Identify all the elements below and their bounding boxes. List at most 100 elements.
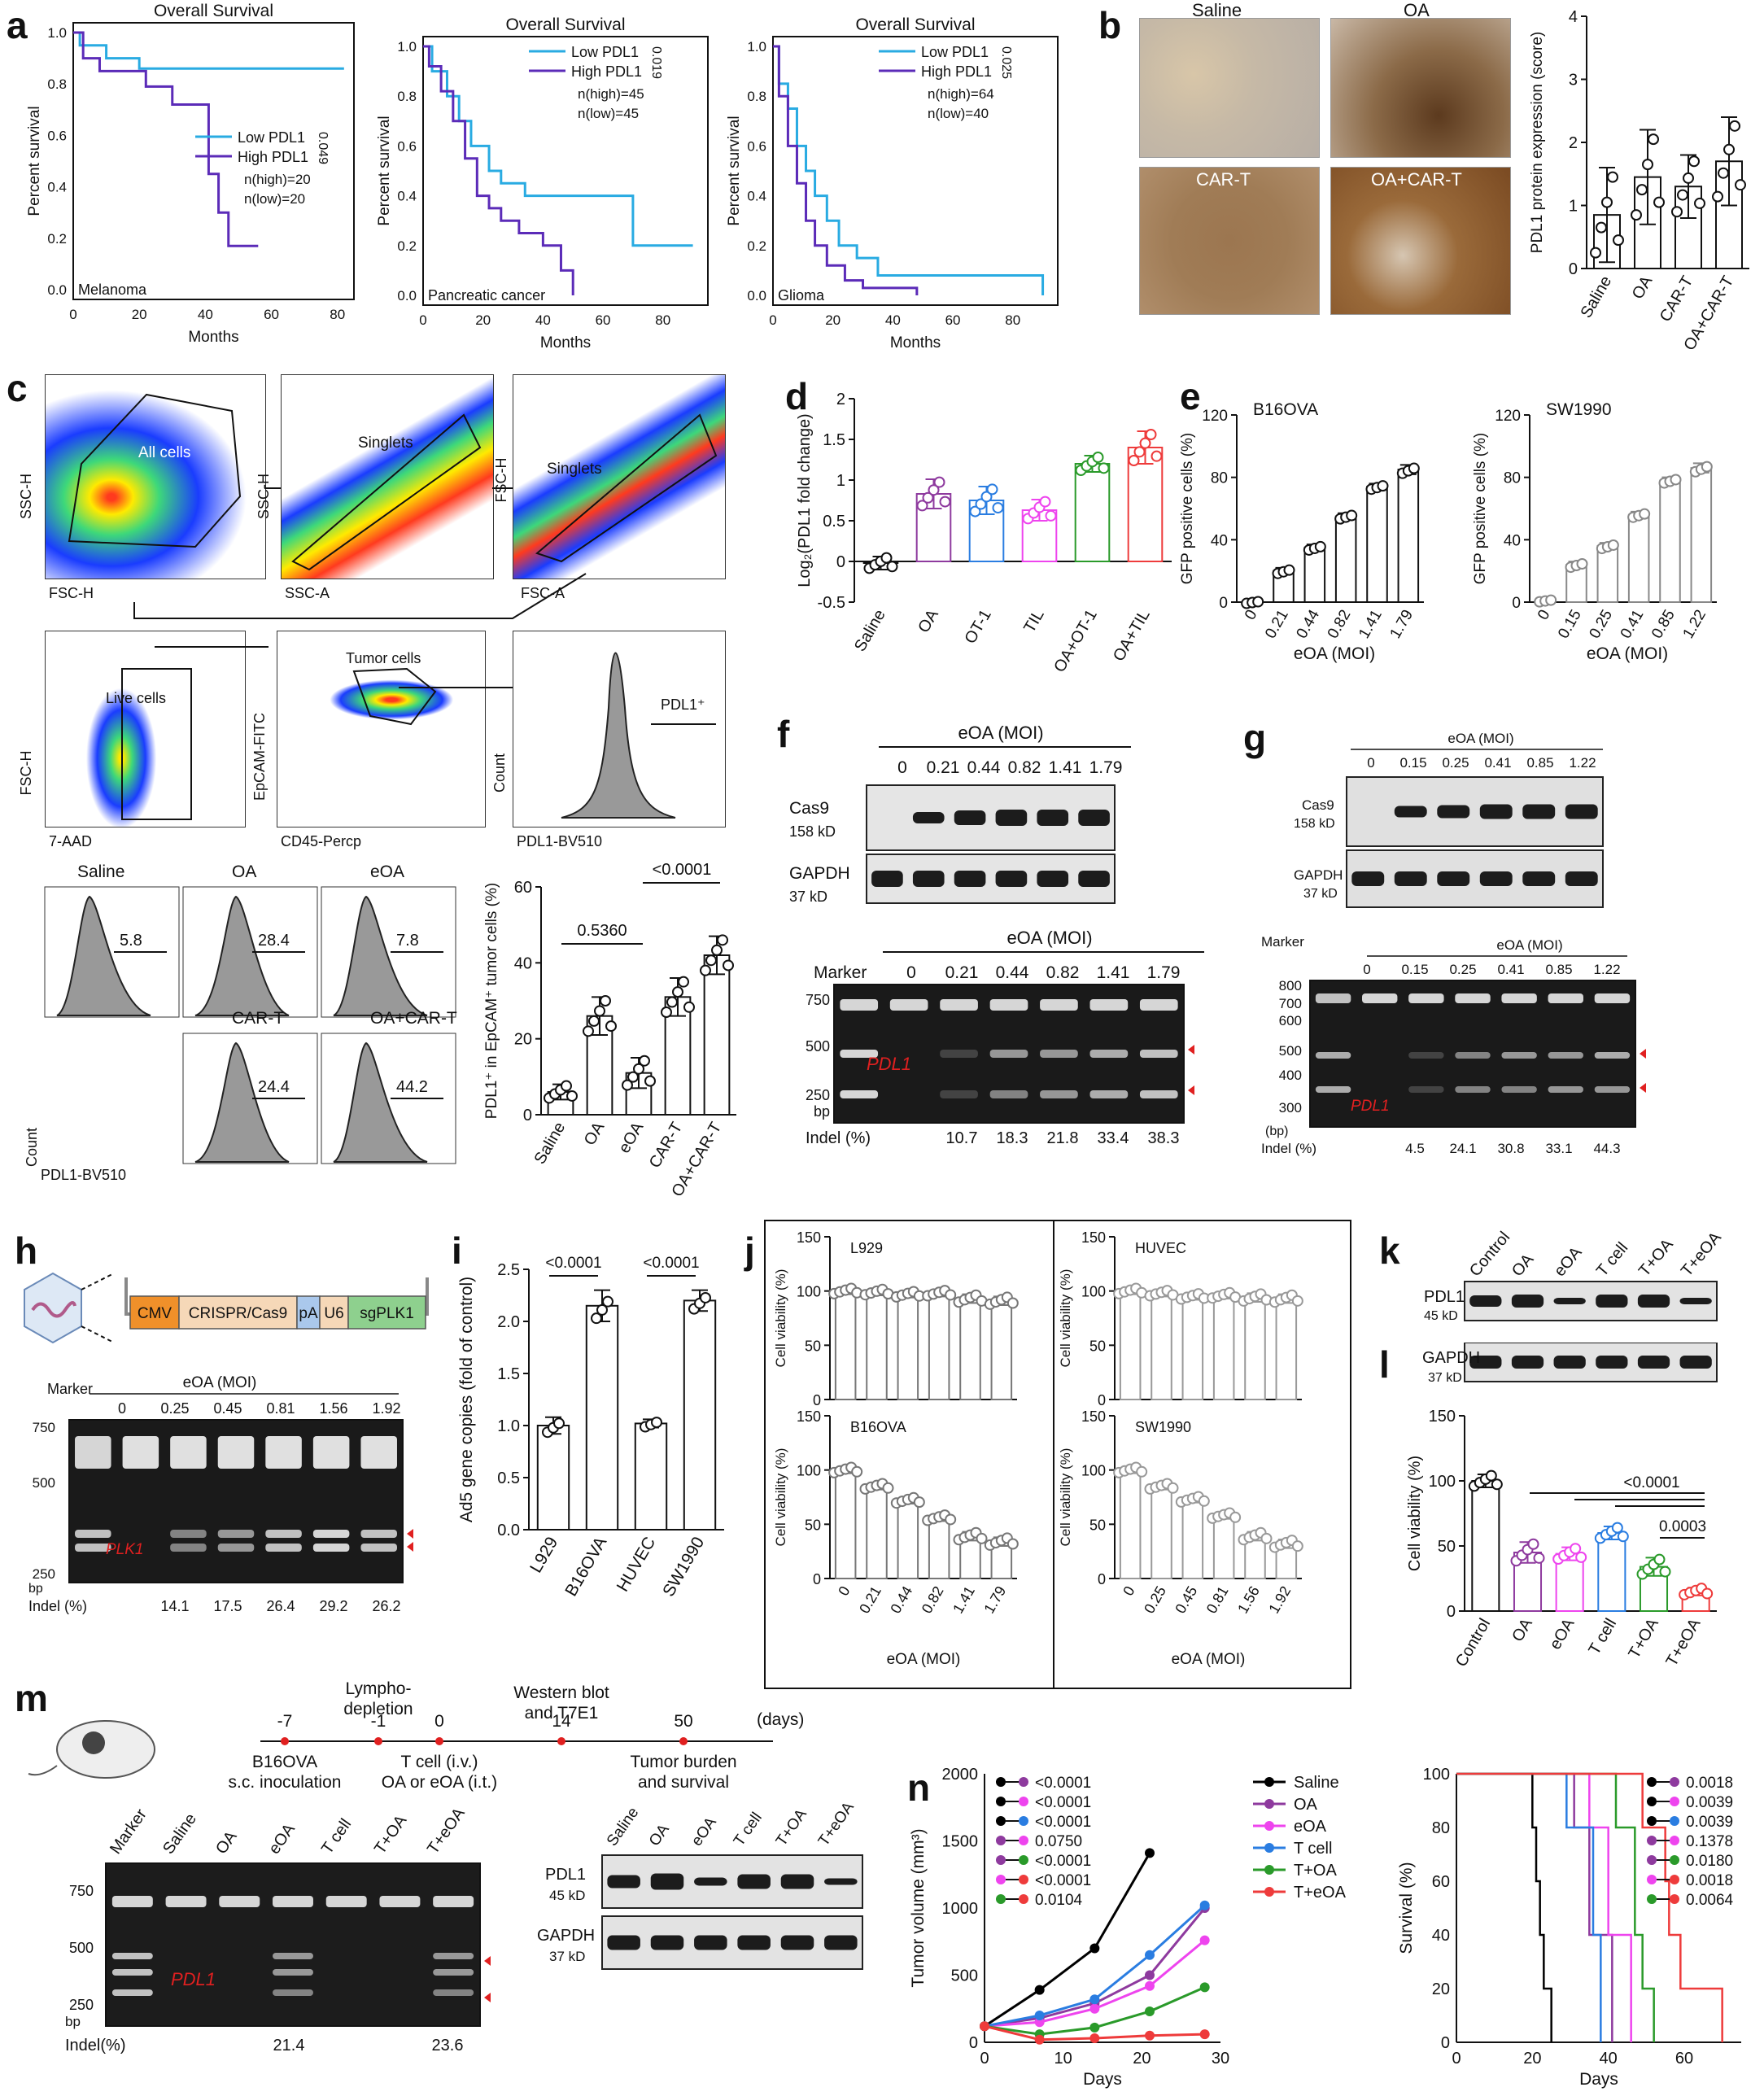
cell-title: HUVEC [1135, 1240, 1186, 1256]
gel-band [170, 1436, 207, 1469]
category-label: 0.45 [1172, 1583, 1200, 1616]
y-tick-label: 3 [1569, 72, 1578, 90]
data-point [1723, 143, 1735, 155]
category-label: eOA [1546, 1615, 1578, 1653]
p-value: 0.0003 [1659, 1518, 1706, 1535]
pdl1-kd: 45 kD [549, 1888, 585, 1903]
gapdh-label: GAPDH [537, 1927, 595, 1945]
data-point [1648, 133, 1659, 146]
gel-band [840, 999, 879, 1011]
bp-label: bp [814, 1103, 830, 1120]
lane-label: OA [646, 1821, 673, 1849]
data-point [678, 976, 689, 988]
chart-title: SW1990 [1546, 400, 1612, 419]
p-value: <0.0001 [643, 1255, 699, 1272]
axis-label: FSC-A [521, 585, 565, 601]
data-point [1260, 1532, 1273, 1544]
y-tick-label: 150 [1429, 1408, 1456, 1426]
data-point [1291, 1295, 1303, 1307]
category-label: T+eOA [1662, 1615, 1704, 1670]
p-value: <0.0001 [1035, 1872, 1091, 1889]
cas9-band [912, 812, 945, 823]
y-tick-label: 50 [805, 1338, 821, 1354]
vector-part-label: pA [299, 1305, 318, 1322]
gel-band [1040, 1090, 1078, 1098]
bar [683, 1299, 717, 1531]
axis-label: CD45-Percp [281, 833, 361, 849]
vector-part-label: CMV [138, 1305, 172, 1322]
gel-band [1455, 1052, 1491, 1059]
legend-dot [1647, 1797, 1657, 1806]
data-point [661, 1007, 672, 1018]
data-point [1636, 184, 1648, 196]
category-label: CAR-T [646, 1120, 687, 1172]
y-tick-label: 60 [514, 879, 532, 897]
data-point [1006, 1538, 1019, 1550]
bar [1471, 1480, 1500, 1612]
survival-line [1456, 1772, 1723, 2042]
legend-dot [1670, 1797, 1679, 1806]
km-pvalue: 0.019 [649, 46, 663, 79]
category-label: Saline [851, 607, 889, 655]
data-point [583, 1025, 594, 1037]
ihc-label-oa-cart: OA+CAR-T [1371, 169, 1462, 190]
panel-letter-g: g [1243, 717, 1267, 759]
marker-label: Marker [814, 963, 867, 982]
ihc-oa-cart [1330, 167, 1511, 315]
km-title: Overall Survival [154, 2, 273, 20]
data-point [588, 1015, 600, 1027]
legend-dot [1647, 1836, 1657, 1845]
pdl1-label: PDL1 [1424, 1288, 1465, 1306]
gapdh-blot [601, 1915, 863, 1970]
p-value: 0.0039 [1686, 1814, 1733, 1831]
cas9-band [1479, 804, 1513, 819]
y-tick-label: 40 [514, 954, 532, 972]
ladder-label: 250 [33, 1566, 55, 1582]
bar [834, 1469, 857, 1579]
gapdh-kd: 37 kD [1303, 887, 1338, 901]
km-ytick: 0.2 [397, 238, 417, 254]
pdl1-band [694, 1877, 727, 1886]
mouse-icon [56, 1720, 155, 1779]
gel-band [1548, 993, 1583, 1003]
growth-point [1199, 1900, 1210, 1910]
gapdh-band [780, 1935, 814, 1950]
bar [1119, 1469, 1142, 1579]
hist-curve [194, 1041, 290, 1163]
ladder-label: 600 [1279, 1013, 1302, 1028]
chart-title: B16OVA [1253, 400, 1318, 419]
category-label: 0.21 [856, 1583, 884, 1616]
indel-value: 33.1 [1545, 1141, 1572, 1156]
data-point [644, 1075, 656, 1087]
growth-point [1145, 1970, 1155, 1980]
gel-band [1315, 1052, 1351, 1059]
bar [959, 1298, 981, 1400]
gel-band [1548, 1086, 1583, 1093]
legend-dot [1670, 1894, 1679, 1904]
gapdh-kd: 37 kD [789, 889, 827, 905]
y-tick-label: 20 [1432, 1980, 1450, 1998]
y-tick-label: 100 [1081, 1463, 1106, 1479]
cas9-band [1437, 805, 1470, 819]
lane-label: T+OA [1635, 1235, 1677, 1280]
x-tick-label: 20 [1523, 2050, 1541, 2068]
gel-band [265, 1544, 302, 1552]
count-label: Count [24, 1128, 40, 1167]
gel-band [940, 999, 978, 1011]
marker-label: Marker [1261, 934, 1304, 950]
bp-label: (bp) [1265, 1124, 1288, 1138]
panel-letter-m: m [15, 1677, 48, 1719]
data-point [922, 491, 934, 504]
y-tick-label: 120 [1495, 408, 1521, 425]
panel-letter-b: b [1098, 4, 1122, 46]
km-legend-high: High PDL1 [238, 149, 308, 165]
gel-band [122, 1436, 159, 1469]
ihc-label-oa: OA [1404, 0, 1430, 20]
survival-line [1456, 1772, 1655, 2042]
km-ytick: 0.6 [397, 138, 417, 154]
km-n-low: n(low)=40 [928, 106, 989, 121]
axis-label: FSC-H [493, 458, 509, 503]
growth-point [1089, 2022, 1100, 2033]
data-point [1252, 596, 1264, 608]
cas9-band [995, 810, 1028, 826]
